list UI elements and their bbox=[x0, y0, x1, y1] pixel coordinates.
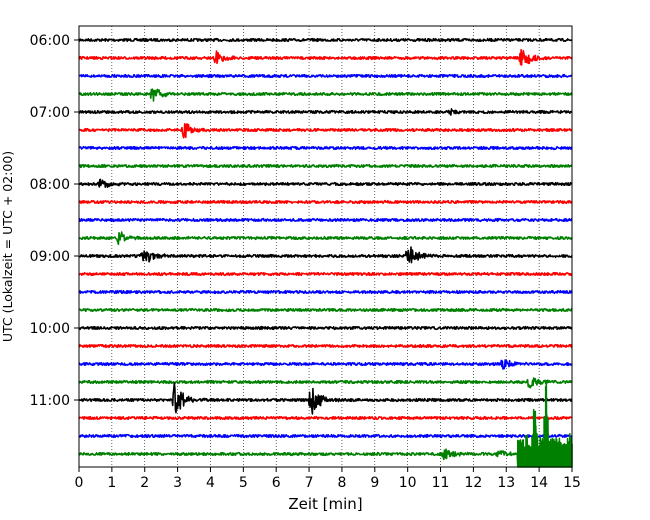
y-tick-label: 10:00 bbox=[30, 321, 70, 337]
seismic-trace bbox=[78, 145, 573, 151]
x-tick-label: 9 bbox=[370, 475, 379, 491]
seismic-trace bbox=[78, 163, 573, 169]
x-tick-label: 11 bbox=[432, 475, 450, 491]
seismic-trace bbox=[78, 48, 573, 66]
seismic-trace bbox=[78, 88, 573, 102]
seismic-trace bbox=[78, 325, 573, 331]
x-tick-label: 14 bbox=[530, 475, 548, 491]
x-tick-label: 5 bbox=[239, 475, 248, 491]
seismic-trace bbox=[78, 382, 573, 415]
y-tick-label: 08:00 bbox=[30, 177, 70, 193]
seismic-trace bbox=[78, 199, 573, 205]
seismic-trace bbox=[78, 343, 573, 349]
seismic-trace bbox=[78, 37, 573, 43]
x-axis: 0 1 2 3 4 5 6 7 8 9 10 11 12 13 14 15 bbox=[75, 467, 581, 491]
x-tick-label: 13 bbox=[497, 475, 515, 491]
y-axis: 06:00 07:00 08:00 09:00 10:00 11:00 bbox=[30, 33, 79, 409]
seismic-trace bbox=[78, 433, 573, 439]
trace-group bbox=[78, 37, 573, 468]
x-tick-label: 15 bbox=[563, 475, 581, 491]
seismic-trace bbox=[78, 73, 573, 79]
x-tick-label: 8 bbox=[337, 475, 346, 491]
y-axis-label: UTC (Lokalzeit = UTC + 02:00) bbox=[0, 151, 15, 342]
x-tick-label: 10 bbox=[399, 475, 417, 491]
seismic-trace bbox=[78, 377, 573, 389]
y-tick-label: 07:00 bbox=[30, 105, 70, 121]
x-tick-label: 7 bbox=[305, 475, 314, 491]
x-tick-label: 12 bbox=[464, 475, 482, 491]
seismic-trace bbox=[78, 415, 573, 421]
x-tick-label: 3 bbox=[173, 475, 182, 491]
y-tick-label: 11:00 bbox=[30, 393, 70, 409]
seismic-trace bbox=[78, 359, 573, 370]
x-tick-label: 6 bbox=[272, 475, 281, 491]
x-axis-label: Zeit [min] bbox=[288, 495, 362, 513]
x-tick-label: 2 bbox=[140, 475, 149, 491]
seismic-trace bbox=[78, 307, 573, 313]
seismic-trace bbox=[78, 217, 573, 223]
seismic-trace bbox=[78, 108, 573, 116]
x-tick-label: 0 bbox=[75, 475, 84, 491]
x-tick-label: 1 bbox=[107, 475, 116, 491]
seismic-trace bbox=[78, 271, 573, 277]
seismic-trace bbox=[78, 178, 573, 188]
plot-frame bbox=[78, 25, 573, 468]
seismic-trace bbox=[78, 289, 573, 295]
seismic-trace bbox=[78, 123, 573, 139]
y-tick-label: 06:00 bbox=[30, 33, 70, 49]
plot-area bbox=[79, 26, 572, 467]
seismic-trace bbox=[78, 246, 573, 264]
x-tick-label: 4 bbox=[206, 475, 215, 491]
seismic-trace bbox=[78, 382, 573, 468]
seismic-trace bbox=[78, 231, 573, 246]
y-tick-label: 09:00 bbox=[30, 249, 70, 265]
